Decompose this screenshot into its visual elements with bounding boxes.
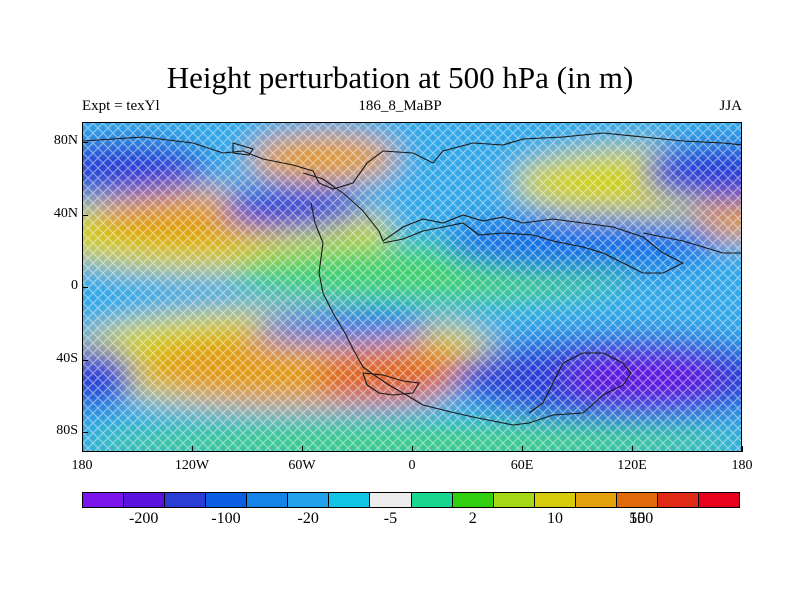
lon-tick: [82, 446, 83, 452]
color-bar: [82, 492, 740, 508]
lat-tick: [82, 287, 88, 288]
colorbar-cell-13: [616, 493, 658, 507]
experiment-label: Expt = texYl: [82, 98, 160, 114]
colorbar-cell-0: [83, 493, 125, 507]
colorbar-cell-12: [575, 493, 617, 507]
lat-label-0: 0: [71, 278, 78, 293]
colorbar-cell-7: [370, 493, 412, 507]
lon-label-60W: 60W: [288, 458, 316, 473]
colorbar-cell-3: [206, 493, 248, 507]
colorbar-label: 2: [468, 510, 477, 527]
lon-label-0: 0: [408, 458, 416, 473]
colorbar-cell-5: [288, 493, 330, 507]
lat-label-80S: 80S: [56, 423, 78, 438]
lat-label-40S: 40S: [56, 350, 78, 366]
coastline-north-polar: [83, 132, 741, 190]
lon-label-180: 180: [71, 458, 93, 473]
map-canvas: [83, 123, 741, 451]
lon-tick: [522, 446, 523, 452]
colorbar-label: -200: [129, 510, 159, 527]
lon-label-180: 180: [731, 458, 753, 473]
lat-tick: [82, 432, 88, 433]
lat-tick: [82, 214, 88, 216]
colorbar-cell-14: [657, 493, 699, 507]
colorbar-label: -100: [211, 510, 241, 527]
coastline-east-coast: [642, 232, 741, 254]
lon-label-120E: 120E: [617, 458, 647, 473]
season-label: JJA: [719, 98, 742, 114]
colorbar-label: 150: [629, 510, 654, 527]
lon-label-120W: 120W: [174, 458, 210, 473]
lon-tick: [632, 446, 633, 452]
case-label: 186_8_MaBP: [358, 98, 442, 114]
colorbar-cell-4: [247, 493, 289, 507]
colorbar-cell-9: [452, 493, 494, 507]
lat-label-40N: 40N: [53, 205, 78, 221]
lon-label-60E: 60E: [510, 458, 534, 473]
colorbar-cell-8: [411, 493, 453, 507]
lon-tick: [302, 446, 303, 452]
colorbar-label: 10: [546, 510, 563, 527]
coastline-south-continent: [362, 372, 420, 396]
colorbar-cell-6: [329, 493, 371, 507]
lon-tick: [742, 446, 743, 452]
colorbar-label: -5: [383, 510, 398, 527]
colorbar-label: 50: [629, 510, 646, 527]
contour-map: [82, 122, 742, 452]
lat-tick: [82, 142, 88, 143]
colorbar-label: -20: [297, 510, 319, 527]
coastline-arctic-island: [232, 142, 254, 156]
colorbar-cell-15: [698, 493, 739, 507]
lat-label-80N: 80N: [53, 133, 78, 148]
lon-tick: [192, 446, 193, 452]
colorbar-cell-2: [165, 493, 207, 507]
coastline-north-continent: [302, 172, 685, 274]
colorbar-cell-11: [534, 493, 576, 507]
colorbar-cell-10: [493, 493, 535, 507]
map-title: Height perturbation at 500 hPa (in m): [166, 60, 634, 95]
lon-tick: [412, 446, 413, 452]
hatch-overlay: [83, 123, 741, 451]
lat-tick: [82, 359, 88, 361]
coastline-connector: [310, 202, 632, 426]
colorbar-cell-1: [124, 493, 166, 507]
